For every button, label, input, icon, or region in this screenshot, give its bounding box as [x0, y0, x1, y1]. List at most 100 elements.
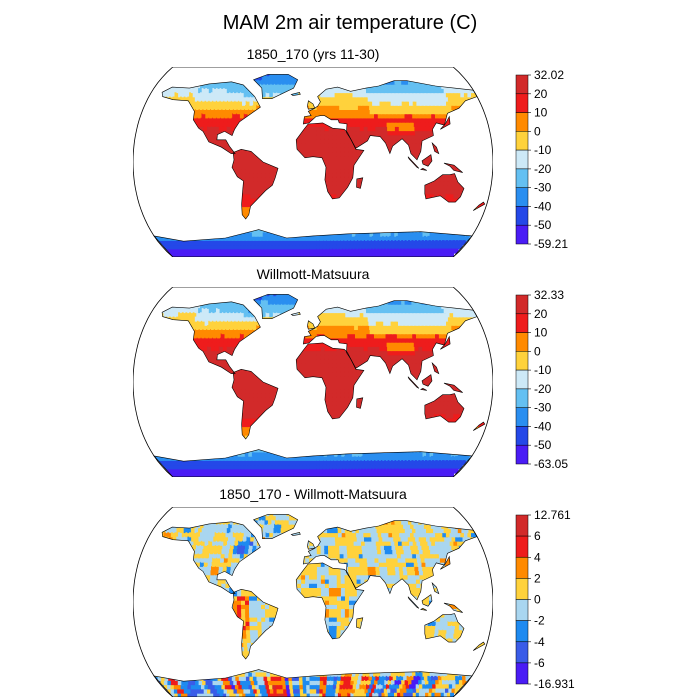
colorbar-swatch	[515, 294, 529, 315]
coast-island	[421, 374, 433, 387]
colorbar-swatch	[515, 578, 529, 600]
coast-island	[420, 607, 427, 611]
coast-eurasia	[302, 80, 478, 161]
panel-title: 1850_170 - Willmott-Matsuura	[219, 486, 407, 502]
colorbar-swatch	[515, 514, 529, 537]
colorbar-swatch	[515, 620, 529, 642]
coast-south-america	[231, 148, 279, 220]
colorbar-swatch	[515, 206, 529, 226]
coastlines	[153, 294, 486, 477]
colorbar-label: 0	[534, 593, 541, 607]
coast-island	[290, 91, 301, 96]
map-outline	[133, 507, 493, 697]
colorbar-swatch	[515, 662, 529, 685]
colorbar-label: 32.02	[534, 68, 564, 82]
figure-title: MAM 2m air temperature (C)	[222, 12, 478, 34]
world-map	[133, 507, 493, 697]
colorbar-label: 4	[534, 550, 541, 564]
coast-island	[290, 311, 301, 316]
colorbar-swatch	[515, 426, 529, 446]
coast-south-america	[231, 588, 279, 660]
colorbar-swatch	[515, 351, 529, 371]
colorbar-label: 10	[534, 326, 548, 340]
coast-antarctica	[153, 449, 473, 477]
coast-island	[307, 540, 316, 550]
colorbar-swatch	[515, 535, 529, 558]
colorbar-label: -10	[534, 143, 552, 157]
colorbar-label: -16.931	[534, 677, 575, 691]
colorbar-label: 20	[534, 87, 548, 101]
coast-antarctica	[153, 229, 473, 257]
coast-island	[356, 617, 364, 629]
colorbar-label: 10	[534, 106, 548, 120]
panel-title: Willmott-Matsuura	[256, 266, 370, 282]
coast-island	[421, 594, 433, 607]
colorbar-label: -20	[534, 382, 552, 396]
coast-island	[472, 201, 486, 211]
coast-south-america	[231, 368, 279, 440]
colorbar-label: 0	[534, 344, 541, 358]
colorbar-label: -40	[534, 199, 552, 213]
coast-north-america	[161, 301, 261, 374]
colorbar-swatch	[515, 599, 529, 621]
colorbar-swatch	[515, 112, 529, 132]
coast-greenland	[253, 74, 299, 99]
colorbar: 32.33 20 10 0 -10 -20 -30 -40 -50 -63.05	[515, 288, 568, 471]
coast-north-america	[161, 81, 261, 154]
colorbar-label: -30	[534, 181, 552, 195]
colorbar-label: -2	[534, 614, 545, 628]
coast-australia	[424, 613, 465, 643]
colorbar-label: 32.33	[534, 288, 564, 302]
panel-title: 1850_170 (yrs 11-30)	[246, 46, 380, 62]
colorbar-label: -10	[534, 363, 552, 377]
coastlines	[153, 514, 486, 697]
colorbar-swatch	[515, 313, 529, 333]
coast-greenland	[253, 294, 299, 319]
coast-australia	[424, 393, 465, 423]
colorbar: 32.02 20 10 0 -10 -20 -30 -40 -50 -59.21	[515, 68, 568, 251]
coast-island	[407, 376, 420, 389]
world-map	[133, 287, 493, 477]
world-map	[133, 67, 493, 257]
colorbar-swatch	[515, 557, 529, 579]
coast-island	[407, 596, 420, 609]
colorbar-swatch	[515, 444, 529, 465]
coast-island	[420, 167, 427, 171]
coast-island	[356, 397, 364, 409]
coast-island	[420, 387, 427, 391]
coast-island	[440, 555, 451, 570]
coastlines	[153, 74, 486, 257]
colorbar-label: -59.21	[534, 237, 568, 251]
colorbar-label: 0	[534, 124, 541, 138]
coast-island	[431, 581, 440, 595]
coast-island	[307, 100, 316, 110]
coast-island	[407, 156, 420, 169]
colorbar-swatch	[515, 74, 529, 95]
coast-island	[443, 382, 463, 393]
colorbar-label: 20	[534, 307, 548, 321]
colorbar-label: -40	[534, 419, 552, 433]
coast-africa	[295, 122, 365, 200]
colorbar-swatch	[515, 131, 529, 151]
colorbar-swatch	[515, 168, 529, 188]
colorbar-swatch	[515, 149, 529, 170]
coast-island	[443, 602, 463, 613]
colorbar-swatch	[515, 369, 529, 390]
coast-island	[421, 154, 433, 167]
coast-australia	[424, 173, 465, 203]
colorbar-swatch	[515, 93, 529, 113]
colorbar-swatch	[515, 641, 529, 664]
map-outline	[133, 67, 493, 257]
coast-island	[472, 641, 486, 651]
colorbar-label: 6	[534, 529, 541, 543]
colorbar-label: 2	[534, 571, 541, 585]
coast-island	[431, 141, 440, 155]
colorbar-label: -30	[534, 401, 552, 415]
colorbar-swatch	[515, 187, 529, 207]
colorbar-label: -4	[534, 635, 545, 649]
colorbar-label: -63.05	[534, 457, 568, 471]
coast-island	[443, 162, 463, 173]
colorbar-swatch	[515, 224, 529, 245]
colorbar: 12.761 6 4 2 0 -2 -4 -6 -16.931	[515, 508, 575, 691]
coast-africa	[295, 342, 365, 420]
